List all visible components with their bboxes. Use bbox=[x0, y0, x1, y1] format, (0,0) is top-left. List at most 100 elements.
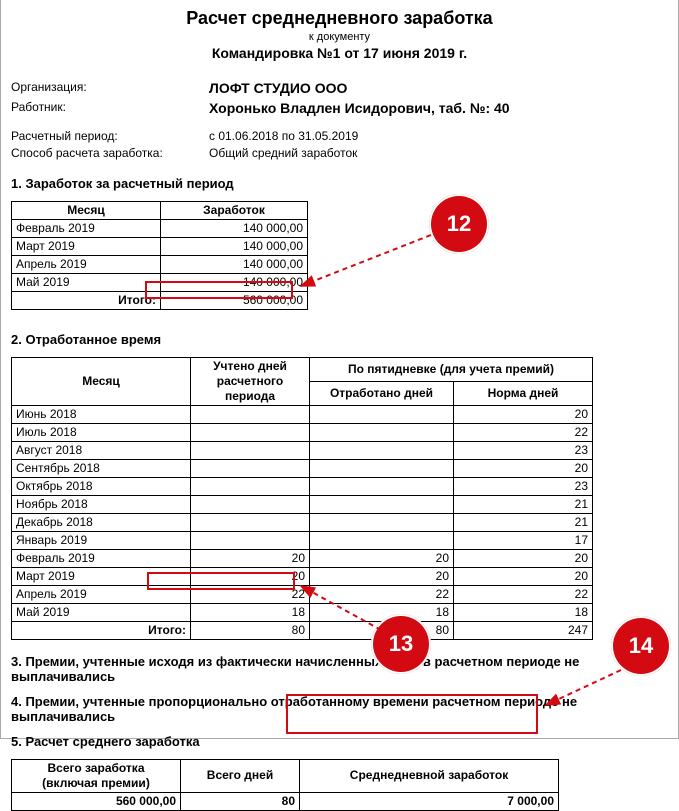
cell-worked bbox=[310, 531, 454, 549]
cell-days: 18 bbox=[191, 603, 310, 621]
cell-days bbox=[191, 513, 310, 531]
cell-days bbox=[191, 423, 310, 441]
badge-12: 12 bbox=[429, 194, 489, 254]
cell-month: Май 2019 bbox=[12, 273, 161, 291]
cell-worked bbox=[310, 423, 454, 441]
cell-worked bbox=[310, 495, 454, 513]
table-row: Сентябрь 201820 bbox=[12, 459, 593, 477]
c1b: (включая премии) bbox=[42, 776, 150, 790]
method-label: Способ расчета заработка: bbox=[11, 145, 209, 162]
c1a: Всего заработка bbox=[47, 761, 144, 775]
cell-month: Октябрь 2018 bbox=[12, 477, 191, 495]
cell-norm: 21 bbox=[454, 495, 593, 513]
v1: 560 000,00 bbox=[12, 792, 181, 810]
info-block: Организация: ЛОФТ СТУДИО ООО Работник: Х… bbox=[11, 79, 668, 162]
table-row: Октябрь 2018 23 bbox=[12, 477, 593, 495]
table-row: Март 2019140 000,00 bbox=[12, 237, 308, 255]
table-row: Июль 2018 22 bbox=[12, 423, 593, 441]
cell-norm: 18 bbox=[454, 603, 593, 621]
cell-days bbox=[191, 495, 310, 513]
section-3-title: 3. Премии, учтенные исходя из фактически… bbox=[11, 654, 668, 684]
cell-days: 20 bbox=[191, 567, 310, 585]
t1-total-label: Итого: bbox=[12, 291, 161, 309]
org-value: ЛОФТ СТУДИО ООО bbox=[209, 79, 347, 99]
cell-month: Март 2019 bbox=[12, 237, 161, 255]
cell-month: Апрель 2019 bbox=[12, 585, 191, 603]
cell-norm: 23 bbox=[454, 441, 593, 459]
table-row: Апрель 2019222222 bbox=[12, 585, 593, 603]
subtitle-bold: Командировка №1 от 17 июня 2019 г. bbox=[11, 45, 668, 61]
cell-worked: 20 bbox=[310, 567, 454, 585]
section-5-title: 5. Расчет среднего заработка bbox=[11, 734, 668, 749]
col-earn: Заработок bbox=[161, 201, 308, 219]
cell-value: 140 000,00 bbox=[161, 237, 308, 255]
section-2-title: 2. Отработанное время bbox=[11, 332, 668, 347]
badge-13: 13 bbox=[371, 614, 431, 674]
period-label: Расчетный период: bbox=[11, 128, 209, 145]
cell-month: Ноябрь 2018 bbox=[12, 495, 191, 513]
document-page: Расчет среднедневного заработка к докуме… bbox=[0, 0, 679, 739]
cell-month: Февраль 2019 bbox=[12, 549, 191, 567]
org-label: Организация: bbox=[11, 79, 209, 99]
table-row: Декабрь 201821 bbox=[12, 513, 593, 531]
table-row: Май 2019140 000,00 bbox=[12, 273, 308, 291]
cell-month: Июль 2018 bbox=[12, 423, 191, 441]
cell-worked: 22 bbox=[310, 585, 454, 603]
cell-days bbox=[191, 405, 310, 423]
cell-value: 140 000,00 bbox=[161, 273, 308, 291]
t2-total-n: 247 bbox=[454, 621, 593, 639]
table-row: Август 2018 23 bbox=[12, 441, 593, 459]
t1-total-value: 560 000,00 bbox=[161, 291, 308, 309]
section-1-title: 1. Заработок за расчетный период bbox=[11, 176, 668, 191]
v3: 7 000,00 bbox=[300, 792, 559, 810]
cell-worked bbox=[310, 405, 454, 423]
v2: 80 bbox=[181, 792, 300, 810]
earnings-table: Месяц Заработок Февраль 2019140 000,00Ма… bbox=[11, 201, 308, 310]
cell-norm: 23 bbox=[454, 477, 593, 495]
cell-days bbox=[191, 477, 310, 495]
cell-worked bbox=[310, 441, 454, 459]
col-total-earn: Всего заработка (включая премии) bbox=[12, 759, 181, 792]
subtitle-small: к документу bbox=[11, 31, 668, 43]
col-worked: Отработано дней bbox=[310, 381, 454, 405]
cell-worked bbox=[310, 513, 454, 531]
cell-norm: 20 bbox=[454, 405, 593, 423]
cell-month: Сентябрь 2018 bbox=[12, 459, 191, 477]
arrow-12 bbox=[301, 235, 431, 286]
table-row: Июнь 201820 bbox=[12, 405, 593, 423]
cell-value: 140 000,00 bbox=[161, 255, 308, 273]
cell-month: Август 2018 bbox=[12, 441, 191, 459]
cell-norm: 20 bbox=[454, 567, 593, 585]
result-table: Всего заработка (включая премии) Всего д… bbox=[11, 759, 559, 811]
cell-value: 140 000,00 bbox=[161, 219, 308, 237]
cell-norm: 17 bbox=[454, 531, 593, 549]
col-norm: Норма дней bbox=[454, 381, 593, 405]
cell-worked: 20 bbox=[310, 549, 454, 567]
cell-month: Январь 2019 bbox=[12, 531, 191, 549]
cell-month: Май 2019 bbox=[12, 603, 191, 621]
emp-value: Хоронько Владлен Исидорович, таб. №: 40 bbox=[209, 99, 510, 119]
t2-total-label: Итого: bbox=[12, 621, 191, 639]
cell-worked bbox=[310, 477, 454, 495]
col-month: Месяц bbox=[12, 201, 161, 219]
table-row: Ноябрь 2018 21 bbox=[12, 495, 593, 513]
cell-days bbox=[191, 531, 310, 549]
title: Расчет среднедневного заработка bbox=[11, 8, 668, 29]
worked-time-table: Месяц Учтено дней расчетного периода По … bbox=[11, 357, 593, 640]
section-4-title: 4. Премии, учтенные пропорционально отра… bbox=[11, 694, 668, 724]
period-value: с 01.06.2018 по 31.05.2019 bbox=[209, 128, 358, 145]
cell-worked: 18 bbox=[310, 603, 454, 621]
col-group: По пятидневке (для учета премий) bbox=[310, 357, 593, 381]
cell-month: Апрель 2019 bbox=[12, 255, 161, 273]
cell-month: Февраль 2019 bbox=[12, 219, 161, 237]
table-row: Март 2019202020 bbox=[12, 567, 593, 585]
col-month: Месяц bbox=[12, 357, 191, 405]
col-days: Учтено дней расчетного периода bbox=[191, 357, 310, 405]
cell-worked bbox=[310, 459, 454, 477]
col-total-days: Всего дней bbox=[181, 759, 300, 792]
cell-norm: 22 bbox=[454, 423, 593, 441]
cell-month: Март 2019 bbox=[12, 567, 191, 585]
cell-days: 22 bbox=[191, 585, 310, 603]
table-row: Апрель 2019140 000,00 bbox=[12, 255, 308, 273]
method-value: Общий средний заработок bbox=[209, 145, 357, 162]
